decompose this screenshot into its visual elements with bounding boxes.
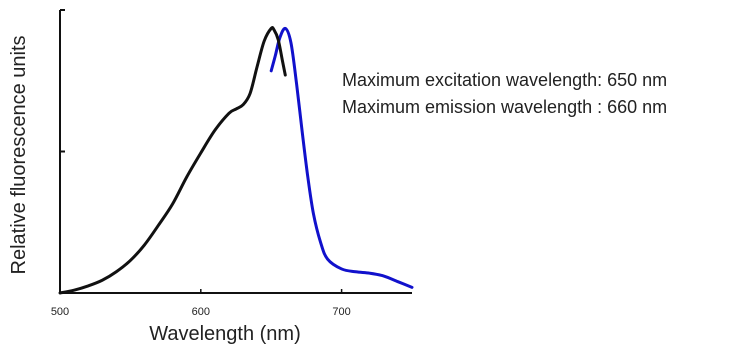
x-axis-label: Wavelength (nm) — [149, 323, 301, 345]
x-tick-label-0: 500 — [51, 306, 69, 318]
x-tick-label-2: 700 — [332, 306, 350, 318]
x-tick-label-1: 600 — [192, 306, 210, 318]
annotation-emission: Maximum emission wavelength : 660 nm — [342, 97, 667, 117]
annotation-excitation: Maximum excitation wavelength: 650 nm — [342, 70, 667, 90]
series-layer — [58, 26, 414, 295]
axes — [59, 10, 412, 294]
series-line-1 — [269, 26, 414, 289]
series-line-0 — [58, 26, 287, 295]
y-axis-label: Relative fluorescence units — [8, 35, 30, 274]
